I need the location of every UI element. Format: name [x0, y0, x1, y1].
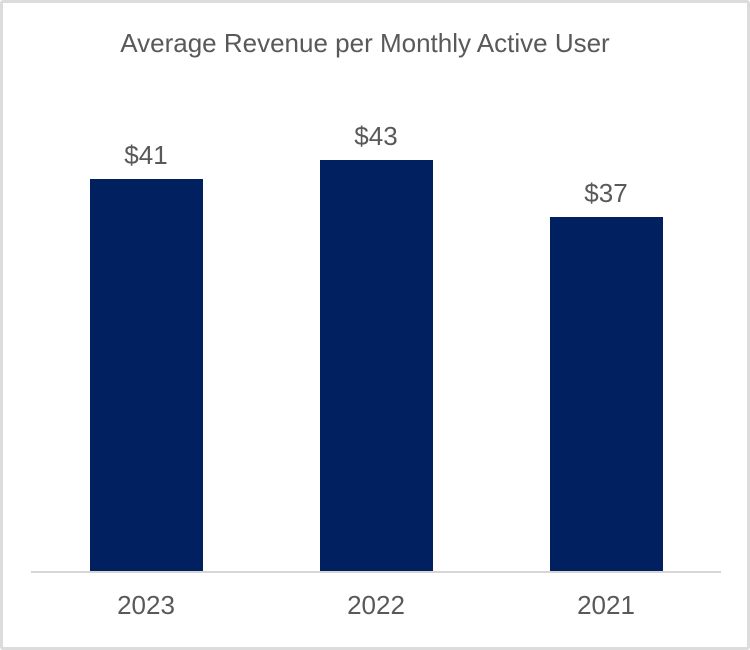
data-label-2021: $37	[584, 178, 628, 208]
data-label-2022: $43	[354, 121, 398, 151]
category-axis: 2023 2022 2021	[31, 589, 721, 621]
chart-title: Average Revenue per Monthly Active User	[120, 28, 610, 58]
bar-slot-2022: $43	[261, 3, 491, 571]
data-label-2023: $41	[124, 140, 168, 170]
x-axis-line	[31, 571, 721, 573]
plot-area: $41 $43 $37	[31, 3, 721, 571]
category-label-2023: 2023	[117, 590, 175, 620]
bar-slot-2021: $37	[491, 3, 721, 571]
category-label-2021: 2021	[577, 590, 635, 620]
category-label-2022: 2022	[347, 590, 405, 620]
bar-2021	[549, 217, 663, 571]
bar-2022	[319, 160, 433, 571]
bar-2023	[89, 179, 203, 571]
bar-slot-2023: $41	[31, 3, 261, 571]
